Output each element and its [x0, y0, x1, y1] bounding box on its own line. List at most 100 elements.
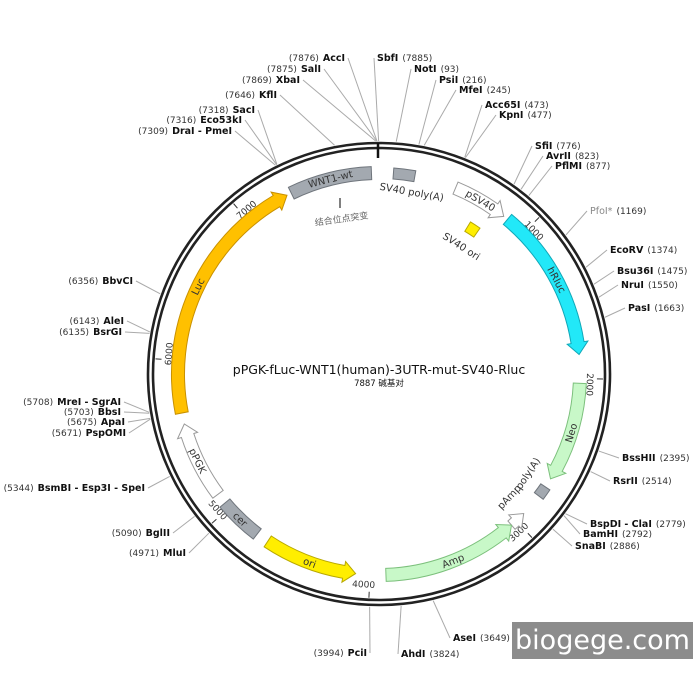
site-label: SbfI (7885) [377, 48, 432, 65]
site-sali[interactable]: (7875) SalI [267, 59, 378, 142]
site-label: (7875) SalI [267, 59, 321, 76]
site-leader-line [172, 515, 195, 534]
site-label: PsiI (216) [439, 70, 486, 87]
feature-psv40[interactable]: pSV40 [452, 181, 505, 219]
site-nrui[interactable]: NruI (1550) [598, 275, 678, 298]
mutation-annotation: 结合位点突变 [314, 198, 369, 229]
site-bsmbi-esp3i-spei[interactable]: (5344) BsmBI - Esp3I - SpeI [4, 475, 170, 495]
site-leader-line [565, 210, 588, 236]
site-pcii[interactable]: (3994) PciI [314, 606, 371, 660]
site-name: AhdI [401, 649, 425, 660]
site-pspomi[interactable]: (5671) PspOMI [52, 418, 151, 440]
site-name: BbvCI [102, 276, 133, 287]
site-sfii[interactable]: SfiI (776) [513, 136, 581, 185]
site-label: EcoRV (1374) [610, 240, 677, 257]
site-kfli[interactable]: (7646) KflI [225, 85, 335, 146]
site-name: PfoI* [590, 206, 613, 217]
site-position: (2886) [610, 542, 640, 552]
site-name: XbaI [276, 75, 300, 86]
feature-label: pAmp [496, 483, 524, 512]
site-name: DraI - PmeI [172, 126, 232, 137]
site-leader-line [465, 114, 497, 158]
site-sbfi[interactable]: SbfI (7885) [373, 48, 432, 142]
site-mlui[interactable]: (4971) MluI [129, 532, 210, 560]
feature-label: SV40 poly(A) [379, 182, 445, 204]
site-kpni[interactable]: KpnI (477) [465, 105, 552, 158]
site-label: (5344) BsmBI - Esp3I - SpeI [4, 478, 145, 495]
site-label: (7876) AccI [289, 48, 345, 65]
site-bsrgi[interactable]: (6135) BsrGI [59, 322, 150, 339]
site-bsshii[interactable]: BssHII (2395) [598, 448, 690, 465]
site-label: RsrII (2514) [613, 471, 672, 488]
site-leader-line [128, 418, 151, 434]
site-label: BamHI (2792) [583, 524, 652, 541]
site-alei[interactable]: (6143) AleI [69, 311, 151, 333]
site-leader-line [593, 270, 615, 285]
site-noti[interactable]: NotI (93) [395, 59, 459, 142]
site-name: BssHII [622, 453, 656, 464]
site-pflmi[interactable]: PflMI (877) [528, 156, 610, 196]
site-leader-line [123, 411, 150, 414]
feature-neo[interactable]: Neo [546, 382, 587, 480]
site-position: (7318) [199, 106, 229, 116]
site-bsu36i[interactable]: Bsu36I (1475) [593, 261, 687, 285]
site-apai[interactable]: (5675) ApaI [67, 412, 151, 429]
feature-amp[interactable]: Amp [385, 523, 513, 582]
feature-ori[interactable]: ori [263, 535, 357, 584]
site-mrei-sgrai[interactable]: (5708) MreI - SgrAI [23, 392, 150, 413]
site-leader-line [513, 145, 533, 185]
site-bglii[interactable]: (5090) BglII [112, 515, 195, 540]
site-rsrii[interactable]: RsrII (2514) [590, 471, 672, 488]
site-name: ApaI [101, 417, 125, 428]
site-position: (5703) [64, 408, 94, 418]
site-name: PasI [628, 303, 650, 314]
site-leader-line [257, 109, 278, 165]
site-saci[interactable]: (7318) SacI [199, 100, 278, 165]
feature-hrluc[interactable]: hRluc [502, 213, 589, 356]
site-avrii[interactable]: AvrII (823) [520, 146, 599, 190]
site-eco53ki[interactable]: (7316) Eco53kI [166, 110, 278, 165]
site-leader-line [563, 515, 581, 535]
feature-label: SV40 ori [440, 231, 481, 263]
site-bspdi-clai[interactable]: BspDI - ClaI (2779) [565, 513, 686, 531]
feature-cer[interactable]: cer [219, 498, 262, 540]
feature-arc [287, 166, 373, 200]
site-bbvci[interactable]: (6356) BbvCI [68, 271, 161, 295]
site-label: (6356) BbvCI [68, 271, 133, 288]
site-leader-line [124, 331, 150, 334]
site-xbai[interactable]: (7869) XbaI [242, 70, 376, 142]
site-acc65i[interactable]: Acc65I (473) [464, 95, 549, 158]
site-ahdi[interactable]: AhdI (3824) [397, 605, 459, 661]
site-leader-line [127, 417, 151, 423]
feature-sv40-ori[interactable]: SV40 ori [440, 221, 482, 263]
site-position: (7316) [166, 116, 196, 126]
site-leader-line [418, 79, 437, 145]
site-leader-line [244, 119, 278, 165]
site-position: (823) [575, 152, 599, 162]
site-name: BamHI [583, 529, 618, 540]
site-position: (2395) [660, 454, 690, 464]
site-label: Bsu36I (1475) [617, 261, 687, 278]
site-mfei[interactable]: MfeI (245) [423, 80, 511, 146]
site-name: PflMI [555, 161, 582, 172]
site-name: BspDI - ClaI [590, 519, 652, 530]
site-label: BssHII (2395) [622, 448, 690, 465]
feature-arc [464, 221, 481, 238]
feature-sv40-poly-a-[interactable]: SV40 poly(A) [379, 167, 445, 204]
site-ecorv[interactable]: EcoRV (1374) [585, 240, 677, 268]
site-pasi[interactable]: PasI (1663) [604, 298, 684, 318]
site-acci[interactable]: (7876) AccI [289, 48, 378, 142]
site-asei[interactable]: AseI (3649) [432, 600, 510, 645]
site-label: PflMI (877) [555, 156, 610, 173]
site-snabi[interactable]: SnaBI (2886) [552, 528, 640, 553]
site-name: KflI [259, 90, 277, 101]
feature-pamp[interactable]: pAmp [496, 483, 525, 531]
site-label: (6135) BsrGI [59, 322, 122, 339]
site-label: (3994) PciI [314, 643, 367, 660]
site-pfoi-[interactable]: PfoI* (1169) [565, 201, 646, 236]
site-psii[interactable]: PsiI (216) [418, 70, 487, 145]
site-bamhi[interactable]: BamHI (2792) [563, 515, 652, 541]
site-drai-pmei[interactable]: (7309) DraI - PmeI [138, 121, 276, 166]
site-bbsi[interactable]: (5703) BbsI [64, 402, 150, 419]
feature-wnt1-wt[interactable]: WNT1-wt [287, 166, 373, 200]
